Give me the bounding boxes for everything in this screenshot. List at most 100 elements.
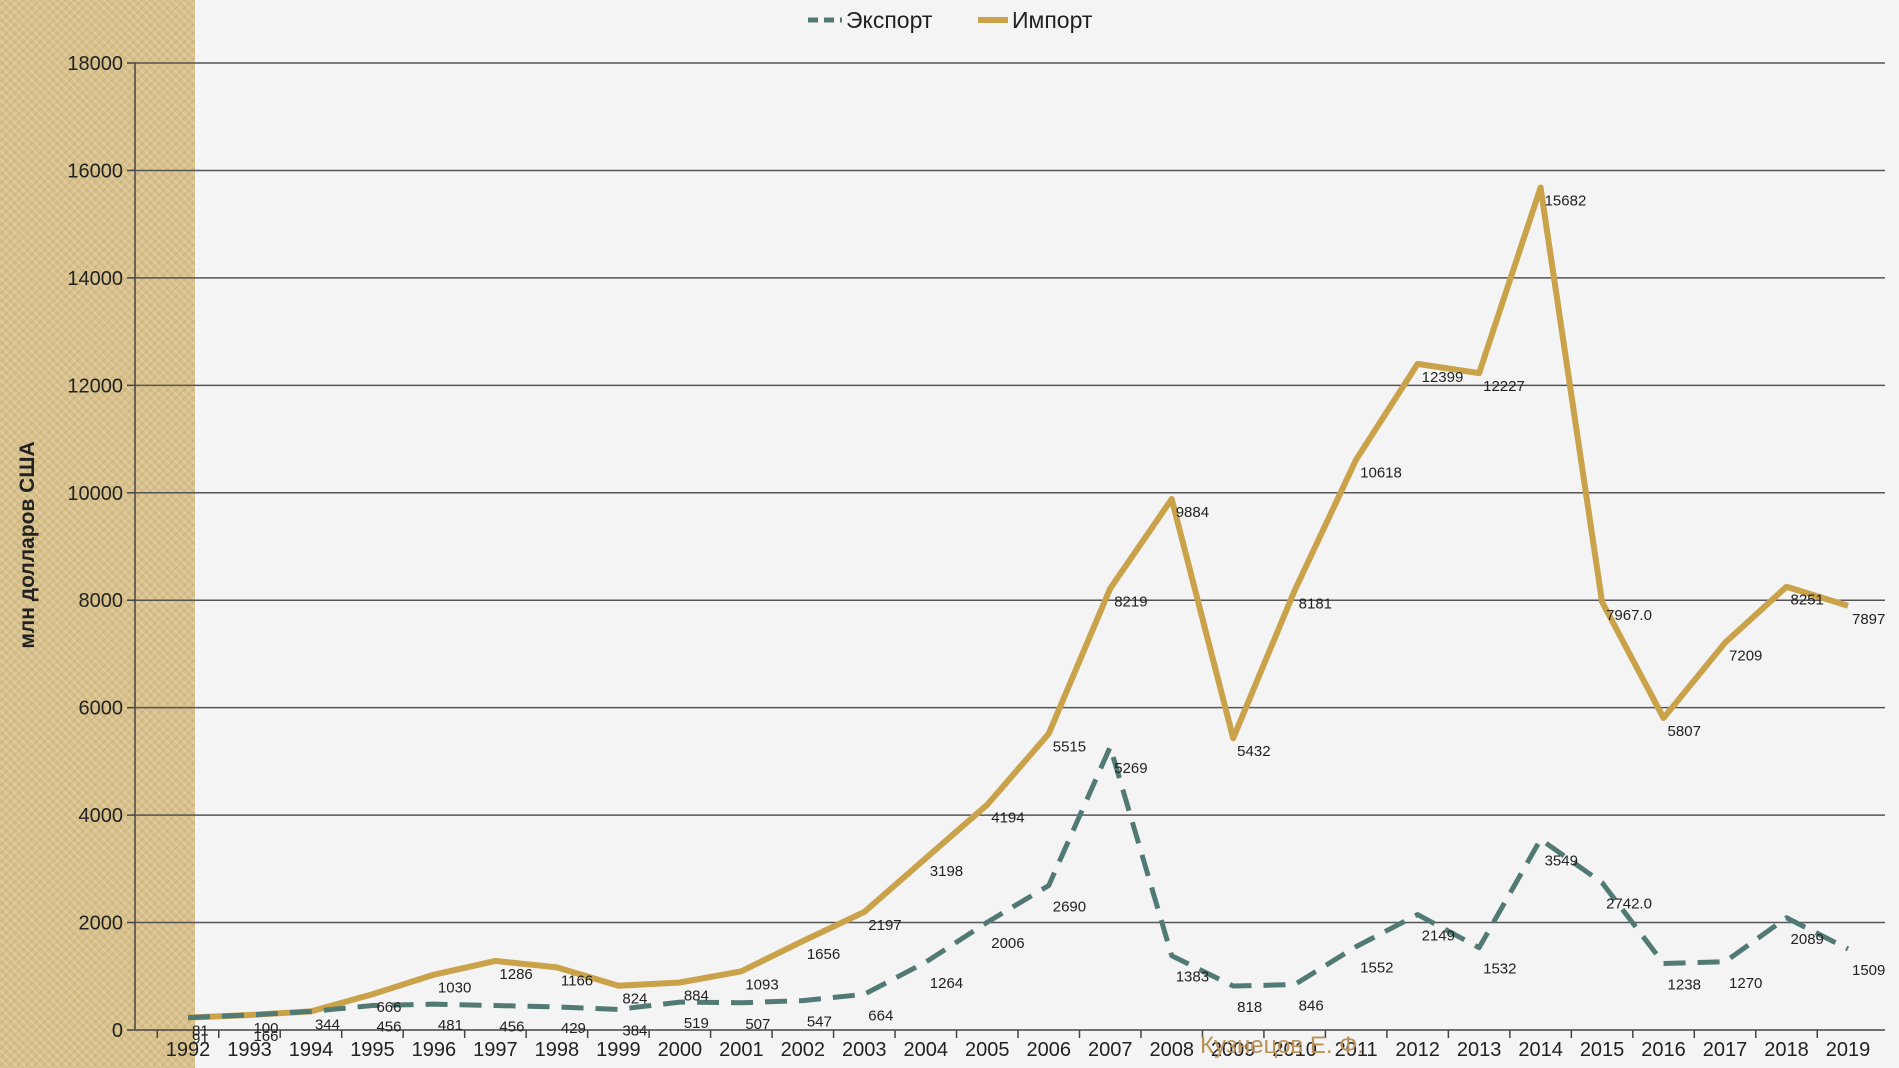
series-lines	[187, 184, 1850, 1021]
data-label-import: 3198	[930, 863, 963, 880]
data-label-import: 10618	[1360, 465, 1402, 482]
legend-label-import: Импорт	[1012, 7, 1093, 33]
x-tick-label: 2009	[1211, 1039, 1256, 1061]
x-tick-label: 1999	[596, 1039, 641, 1061]
legend-item-import: Импорт	[978, 7, 1093, 33]
legend: Экспорт Импорт	[808, 7, 1093, 33]
x-tick-label: 1994	[289, 1039, 334, 1061]
data-label-import: 344	[315, 1016, 340, 1033]
data-label-import: 5515	[1053, 739, 1086, 756]
data-label-export: 166	[253, 1028, 278, 1045]
y-tick-label: 14000	[67, 268, 123, 290]
data-label-export: 481	[438, 1017, 463, 1034]
data-label-import: 7967.0	[1606, 607, 1652, 624]
data-label-export: 519	[684, 1015, 709, 1032]
y-axis-title: млн долларов США	[16, 441, 39, 648]
data-label-export: 2149	[1422, 928, 1455, 945]
x-tick-label: 2015	[1580, 1039, 1625, 1061]
y-tick-label: 18000	[67, 53, 123, 75]
data-label-import: 5432	[1237, 743, 1270, 760]
y-tick-label: 8000	[79, 590, 124, 612]
x-tick-label: 1993	[227, 1039, 272, 1061]
data-label-export: 5269	[1114, 760, 1147, 777]
data-label-import: 1030	[438, 980, 471, 997]
decorative-stripe	[0, 0, 195, 1068]
data-label-export: 1532	[1483, 961, 1516, 978]
series-line-export	[187, 744, 1850, 1021]
series-line-import	[187, 184, 1849, 1021]
x-tick-label: 1998	[535, 1039, 580, 1061]
data-label-export: 2742.0	[1606, 896, 1652, 913]
data-label-export: 3549	[1545, 852, 1578, 869]
y-tick-label: 4000	[79, 805, 124, 827]
data-label-import: 1656	[807, 946, 840, 963]
data-label-export: 456	[376, 1019, 401, 1036]
data-label-import: 666	[376, 999, 401, 1016]
data-label-import: 7209	[1729, 648, 1762, 665]
data-label-export: 2690	[1053, 898, 1086, 915]
data-label-import: 4194	[991, 810, 1024, 827]
data-label-import: 1093	[745, 976, 778, 993]
data-labels: 91 166 456 481 456 429 384 519 507 547 664 1264 2006…	[192, 193, 1885, 1048]
data-label-export: 547	[807, 1014, 832, 1031]
data-label-export: 507	[745, 1016, 770, 1033]
x-tick-label: 1992	[166, 1039, 211, 1061]
data-label-export: 818	[1237, 999, 1262, 1016]
data-label-import: 8251	[1791, 592, 1824, 609]
x-tick-label: 2006	[1026, 1039, 1071, 1061]
data-label-export: 2006	[991, 935, 1024, 952]
watermark: Кузнецов Е. Ф.	[1200, 1032, 1364, 1059]
data-label-import: 884	[684, 988, 709, 1005]
data-label-export: 1238	[1668, 976, 1701, 993]
x-tick-label: 2002	[781, 1039, 826, 1061]
data-label-import: 7897	[1852, 611, 1885, 628]
data-label-export: 1264	[930, 975, 963, 992]
x-tick-label: 2019	[1826, 1039, 1871, 1061]
data-label-import: 1166	[561, 972, 593, 989]
y-tick-label: 10000	[67, 483, 123, 505]
data-label-export: 664	[868, 1007, 893, 1024]
y-tick-label: 6000	[79, 698, 124, 720]
x-tick-label: 2007	[1088, 1039, 1133, 1061]
legend-item-export: Экспорт	[808, 7, 933, 33]
x-tick-label: 2014	[1518, 1039, 1563, 1061]
x-tick-label: 1997	[473, 1039, 518, 1061]
x-tick-label: 1996	[412, 1039, 457, 1061]
x-tick-label: 2010	[1272, 1039, 1317, 1061]
data-label-import: 1286	[499, 966, 532, 983]
data-label-import: 2197	[868, 917, 901, 934]
data-label-export: 91	[192, 1031, 209, 1048]
data-label-export: 1509	[1852, 962, 1885, 979]
data-label-import: 9884	[1176, 504, 1209, 521]
data-label-export: 384	[622, 1022, 647, 1039]
data-label-export: 2089	[1791, 931, 1824, 948]
legend-label-export: Экспорт	[846, 7, 933, 33]
x-tick-label: 2004	[904, 1039, 949, 1061]
data-label-export: 1552	[1360, 960, 1393, 977]
y-tick-label: 0	[112, 1020, 123, 1042]
x-tick-label: 2003	[842, 1039, 887, 1061]
data-label-import: 12227	[1483, 378, 1525, 395]
gridlines	[135, 62, 1885, 924]
data-label-export: 846	[1299, 998, 1324, 1015]
y-axis: 0 2000 4000 6000 8000 10000 12000 14000 16000 180…	[67, 53, 136, 1042]
data-label-import: 12399	[1422, 369, 1464, 386]
data-label-import: 15682	[1545, 193, 1587, 210]
data-label-import: 8219	[1114, 593, 1147, 610]
y-tick-label: 16000	[67, 160, 123, 182]
data-label-export: 1270	[1729, 975, 1762, 992]
x-tick-label: 2001	[719, 1039, 764, 1061]
data-label-export: 456	[499, 1019, 524, 1036]
x-tick-label: 1995	[350, 1039, 395, 1061]
x-axis: 1992 1993 1994 1995 1996 1997 1998 1999 2000 2001…	[135, 1029, 1885, 1061]
data-label-import: 8181	[1299, 595, 1332, 612]
y-tick-label: 2000	[79, 913, 124, 935]
x-tick-label: 2008	[1149, 1039, 1194, 1061]
x-tick-label: 2000	[658, 1039, 703, 1061]
x-tick-label: 2011	[1335, 1039, 1378, 1061]
y-tick-label: 12000	[67, 375, 123, 397]
data-label-export: 1383	[1176, 969, 1209, 986]
x-tick-label: 2018	[1764, 1039, 1809, 1061]
x-tick-label: 2016	[1641, 1039, 1686, 1061]
